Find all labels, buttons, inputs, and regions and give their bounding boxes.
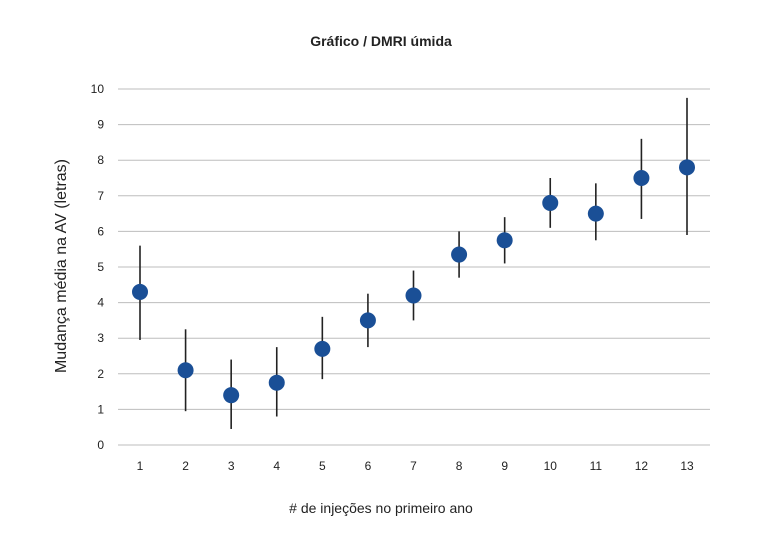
x-tick-label: 4 <box>273 459 280 473</box>
y-tick-label: 8 <box>97 153 104 167</box>
data-point <box>405 287 422 304</box>
y-tick-label: 5 <box>97 260 104 274</box>
x-tick-label: 11 <box>590 459 603 473</box>
y-tick-label: 4 <box>97 296 104 310</box>
y-tick-label: 7 <box>97 189 104 203</box>
data-point <box>496 232 513 249</box>
data-point <box>542 194 559 211</box>
x-tick-label: 3 <box>228 459 235 473</box>
x-tick-label: 7 <box>410 459 417 473</box>
data-point <box>268 374 285 391</box>
data-point <box>314 340 331 357</box>
x-tick-label: 5 <box>319 459 326 473</box>
chart-title: Gráfico / DMRI úmida <box>310 33 452 49</box>
data-point <box>587 205 604 222</box>
x-tick-label: 12 <box>635 459 649 473</box>
x-tick-label: 6 <box>365 459 372 473</box>
data-point <box>679 159 695 176</box>
y-tick-label: 9 <box>97 118 104 132</box>
data-point <box>223 387 240 404</box>
y-tick-label: 0 <box>97 438 104 452</box>
y-tick-label: 6 <box>97 224 104 238</box>
x-tick-label: 2 <box>182 459 189 473</box>
x-tick-label: 1 <box>137 459 144 473</box>
x-tick-label: 9 <box>501 459 508 473</box>
data-point <box>359 312 376 329</box>
data-point <box>132 283 148 300</box>
x-axis-label: # de injeções no primeiro ano <box>289 500 473 516</box>
data-point <box>451 246 468 263</box>
y-tick-label: 2 <box>97 367 104 381</box>
x-tick-label: 10 <box>544 459 558 473</box>
y-tick-label: 1 <box>97 402 104 416</box>
x-tick-label: 8 <box>456 459 463 473</box>
y-tick-label: 10 <box>91 82 105 96</box>
data-point <box>633 170 650 186</box>
data-point <box>177 362 194 379</box>
x-tick-label: 13 <box>680 459 694 473</box>
y-tick-label: 3 <box>97 331 104 345</box>
